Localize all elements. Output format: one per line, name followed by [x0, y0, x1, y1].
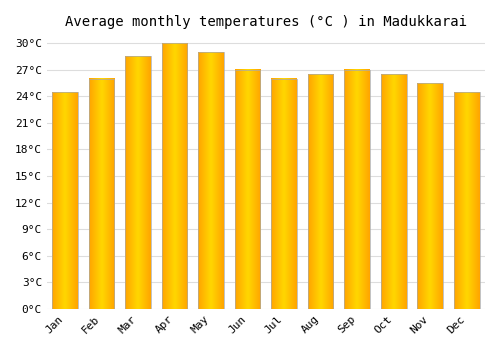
Title: Average monthly temperatures (°C ) in Madukkarai: Average monthly temperatures (°C ) in Ma… [65, 15, 467, 29]
Bar [52, 92, 78, 309]
Bar [89, 79, 114, 309]
Bar [308, 74, 334, 309]
Bar [381, 74, 406, 309]
Bar [418, 83, 443, 309]
Bar [272, 79, 297, 309]
Bar [126, 56, 151, 309]
Bar [454, 92, 479, 309]
Bar [198, 52, 224, 309]
Bar [235, 70, 260, 309]
Bar [162, 43, 188, 309]
Bar [344, 70, 370, 309]
